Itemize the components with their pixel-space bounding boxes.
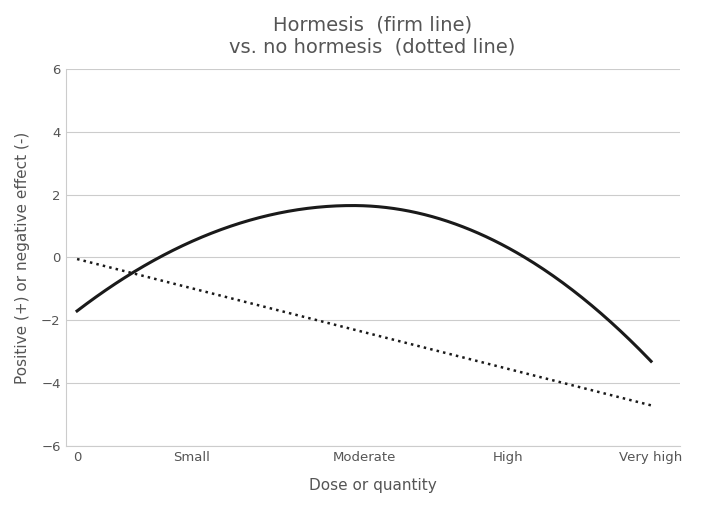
Title: Hormesis  (firm line)
vs. no hormesis  (dotted line): Hormesis (firm line) vs. no hormesis (do… [229, 15, 516, 56]
Y-axis label: Positive (+) or negative effect (-): Positive (+) or negative effect (-) [15, 132, 30, 384]
X-axis label: Dose or quantity: Dose or quantity [309, 478, 437, 493]
